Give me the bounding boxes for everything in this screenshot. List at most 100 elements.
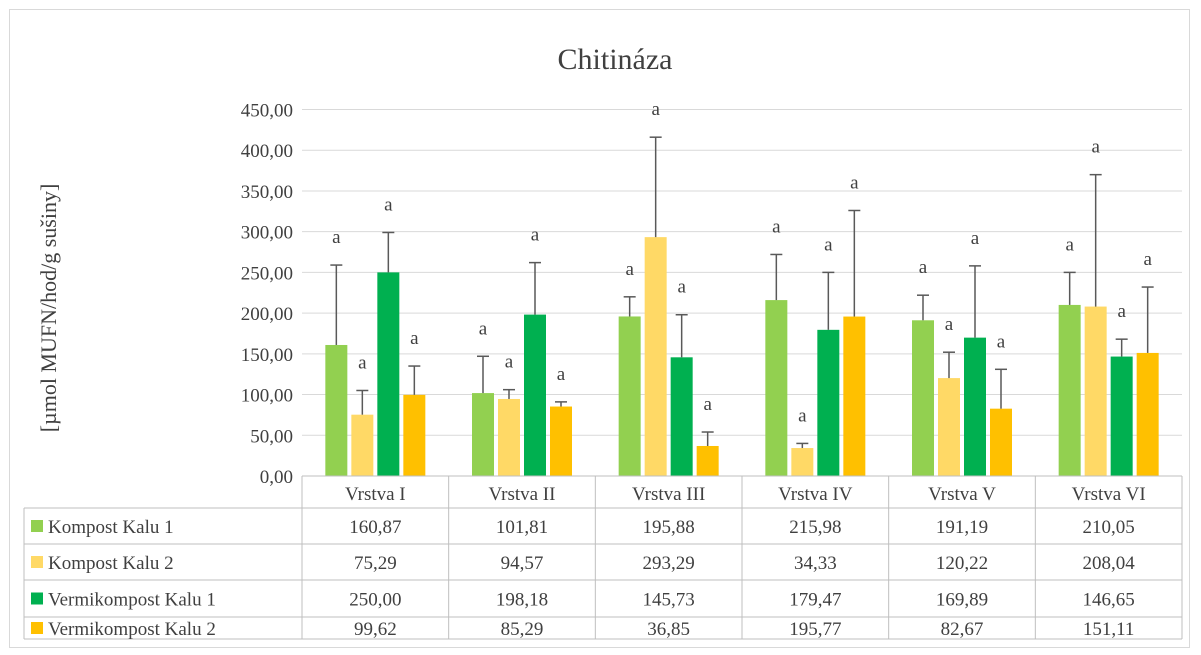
- legend-swatch: [31, 556, 43, 568]
- significance-letter: a: [651, 99, 660, 120]
- bar: [377, 272, 400, 476]
- bar: [524, 314, 546, 476]
- significance-letter: a: [505, 352, 514, 373]
- grid-lines: [302, 109, 1182, 477]
- bar: [1084, 306, 1107, 476]
- data-label: 179,47: [789, 590, 841, 611]
- bar: [817, 329, 840, 476]
- data-table: Vrstva I Vrstva II Vrstva III Vrstva IV Vrst…: [23, 475, 1183, 640]
- significance-letter: a: [997, 331, 1006, 352]
- significance-letter: a: [384, 194, 393, 215]
- data-label: 195,77: [789, 619, 841, 640]
- data-label: 195,88: [643, 517, 695, 538]
- bar: [1058, 304, 1081, 476]
- data-label: 293,29: [643, 553, 695, 574]
- y-tick-label: 250,00: [241, 263, 293, 284]
- significance-letter: a: [1091, 137, 1100, 158]
- significance-letter: a: [772, 216, 781, 237]
- bar: [765, 300, 788, 476]
- bar: [843, 316, 866, 476]
- significance-letter: a: [850, 172, 859, 193]
- significance-letter: a: [1143, 249, 1152, 270]
- y-tick-label: 350,00: [241, 182, 293, 203]
- error-bars: [330, 136, 1154, 449]
- bar: [351, 414, 374, 476]
- bar: [1136, 352, 1159, 476]
- data-label: 151,11: [1083, 619, 1135, 640]
- x-tick-label: Vrstva I: [345, 484, 406, 505]
- data-label: 94,57: [501, 553, 544, 574]
- data-label: 82,67: [941, 619, 984, 640]
- data-label: 210,05: [1083, 517, 1135, 538]
- bar: [696, 445, 719, 476]
- data-label: 120,22: [936, 553, 988, 574]
- bar: [618, 316, 641, 476]
- bar: [498, 398, 520, 476]
- data-label: 169,89: [936, 590, 988, 611]
- significance-letters: a a a a a a a a a a a a a a a a a a a a a a a a: [332, 99, 1152, 426]
- x-tick-label: Vrstva III: [632, 484, 705, 505]
- bar: [791, 448, 814, 476]
- significance-letter: a: [625, 259, 634, 280]
- y-tick-label: 450,00: [241, 101, 293, 122]
- legend-swatch: [31, 592, 43, 605]
- y-tick-label: 400,00: [241, 141, 293, 162]
- legend-label: Kompost Kalu 2: [48, 553, 174, 574]
- chart-frame: Chitináza [µmol MUFN/hod/g sušiny] 0,00 5…: [9, 9, 1190, 648]
- significance-letter: a: [557, 364, 566, 385]
- data-label: 250,00: [349, 590, 401, 611]
- bar: [472, 393, 494, 476]
- chart-title: Chitináza: [558, 43, 673, 76]
- bar: [938, 378, 960, 476]
- y-tick-label: 100,00: [241, 386, 293, 407]
- significance-letter: a: [1117, 301, 1126, 322]
- bar: [550, 406, 572, 476]
- bar: [990, 408, 1012, 476]
- y-tick-label: 0,00: [260, 467, 293, 488]
- bar: [964, 337, 986, 476]
- y-tick-label: 150,00: [241, 345, 293, 366]
- significance-letter: a: [332, 227, 341, 248]
- legend-swatch: [31, 520, 43, 532]
- x-tick-label: Vrstva II: [489, 484, 556, 505]
- bar-group: [325, 237, 1159, 476]
- significance-letter: a: [824, 234, 833, 255]
- data-label: 36,85: [647, 619, 690, 640]
- significance-letter: a: [798, 405, 807, 426]
- significance-letter: a: [358, 352, 367, 373]
- data-label: 101,81: [496, 517, 548, 538]
- data-label: 99,62: [354, 619, 397, 640]
- y-tick-label: 200,00: [241, 304, 293, 325]
- significance-letter: a: [703, 394, 712, 415]
- chart-svg: Chitináza [µmol MUFN/hod/g sušiny] 0,00 5…: [23, 43, 1183, 640]
- significance-letter: a: [410, 328, 419, 349]
- y-tick-label: 300,00: [241, 223, 293, 244]
- significance-letter: a: [1065, 234, 1074, 255]
- data-label: 145,73: [643, 590, 695, 611]
- significance-letter: a: [531, 225, 540, 246]
- x-tick-label: Vrstva VI: [1072, 484, 1146, 505]
- bar: [644, 237, 667, 476]
- bar: [325, 344, 348, 476]
- significance-letter: a: [919, 257, 928, 278]
- data-label: 160,87: [349, 517, 401, 538]
- data-label: 85,29: [501, 619, 544, 640]
- data-label: 215,98: [789, 517, 841, 538]
- significance-letter: a: [677, 277, 686, 298]
- x-tick-label: Vrstva V: [928, 484, 996, 505]
- bar: [1110, 356, 1133, 476]
- x-tick-label: Vrstva IV: [778, 484, 853, 505]
- legend-label: Kompost Kalu 1: [48, 517, 174, 538]
- data-label: 34,33: [794, 553, 837, 574]
- significance-letter: a: [971, 228, 980, 249]
- y-tick-label: 50,00: [250, 426, 293, 447]
- significance-letter: a: [479, 318, 488, 339]
- data-label: 198,18: [496, 590, 548, 611]
- data-label: 75,29: [354, 553, 397, 574]
- significance-letter: a: [945, 314, 954, 335]
- y-tick-labels: 0,00 50,00 100,00 150,00 200,00 250,00 300,00 3…: [241, 101, 293, 489]
- bar: [403, 394, 426, 476]
- data-label: 191,19: [936, 517, 988, 538]
- data-label: 146,65: [1083, 590, 1135, 611]
- legend-label: Vermikompost Kalu 1: [48, 590, 216, 611]
